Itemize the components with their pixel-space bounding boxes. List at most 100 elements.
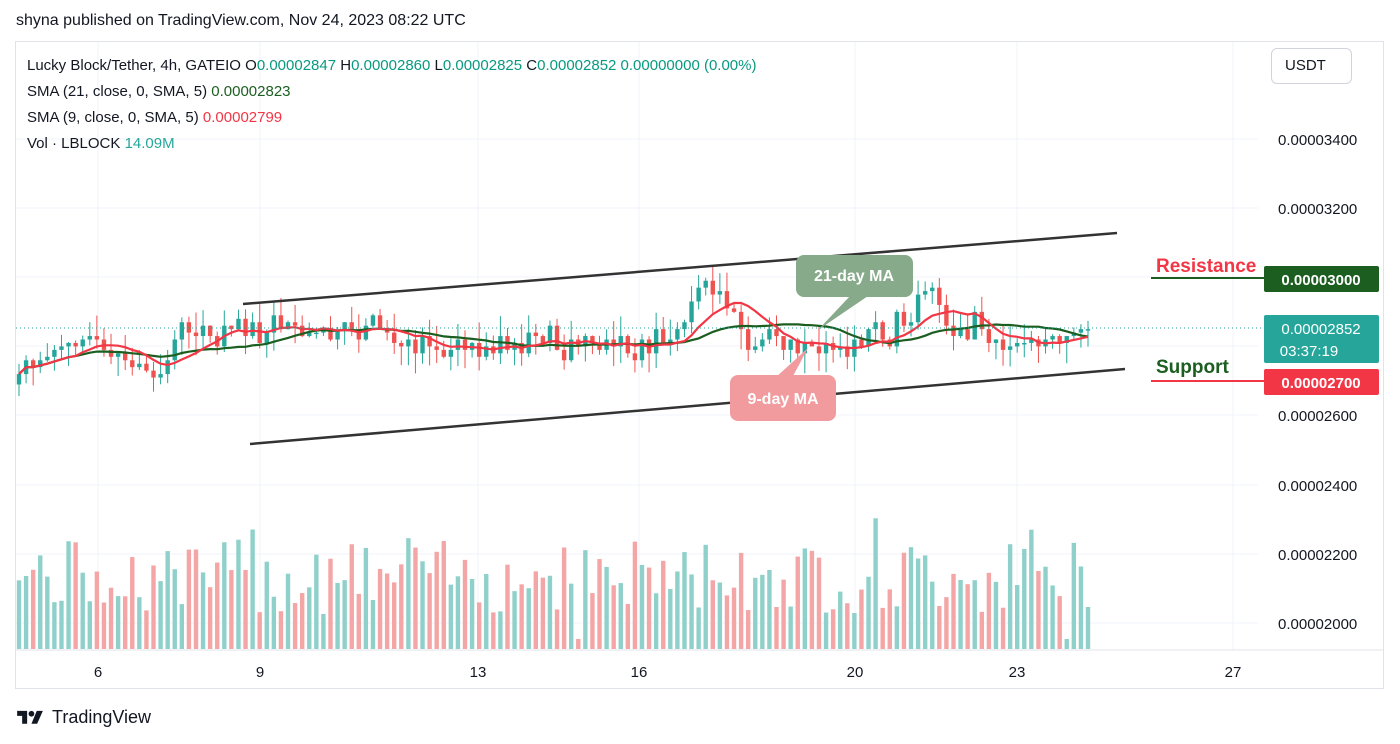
candle-body — [547, 325, 553, 343]
volume-bar — [597, 559, 602, 649]
currency-button[interactable]: USDT — [1271, 48, 1352, 84]
volume-bar — [979, 611, 985, 649]
volume-bar — [745, 610, 751, 649]
volume-bar — [944, 597, 949, 649]
volume-bar — [958, 579, 963, 649]
candle-body — [901, 311, 907, 326]
volume-bar — [406, 538, 411, 649]
candle-body — [675, 329, 680, 340]
candle-body — [597, 342, 602, 350]
candle-body — [420, 336, 425, 354]
volume-bar — [278, 611, 284, 649]
candle-body — [894, 311, 900, 347]
volume-bar — [80, 572, 85, 649]
volume-bar — [299, 593, 305, 649]
volume-bar — [689, 574, 694, 649]
candle-body — [172, 339, 177, 361]
candle-body — [45, 356, 50, 361]
volume-bar — [753, 577, 758, 649]
volume-bar — [229, 570, 234, 649]
candle-body — [561, 349, 567, 361]
candle-body — [427, 336, 432, 347]
candle-body — [335, 329, 340, 340]
volume-bar — [809, 550, 815, 649]
candle-body — [951, 325, 956, 337]
volume-bar — [1022, 548, 1027, 649]
candle-body — [965, 329, 970, 340]
volume-bar — [356, 593, 362, 649]
volume-bar — [703, 544, 708, 649]
volume-bar — [264, 561, 269, 649]
candle-body — [448, 349, 454, 357]
candle-body — [689, 301, 694, 323]
legend-sma21-line[interactable]: SMA (21, close, 0, SMA, 5) 0.00002823 — [27, 79, 756, 105]
volume-bar — [760, 574, 765, 649]
resistance-price-tag — [1264, 266, 1379, 292]
candle-body — [38, 360, 43, 368]
candle-body — [554, 325, 560, 350]
volume-bar — [915, 558, 921, 649]
chart-frame — [15, 41, 1384, 689]
candle-body — [349, 322, 354, 330]
callout-9-pointer — [775, 348, 808, 378]
candle-body — [108, 349, 114, 357]
volume-bar — [179, 604, 185, 649]
callout-21-text: 21-day MA — [814, 268, 894, 285]
candle-body — [243, 318, 248, 337]
volume-bar — [611, 585, 616, 649]
volume-bar — [894, 606, 900, 649]
volume-bar — [1000, 607, 1006, 649]
legend-symbol[interactable]: Lucky Block/Tether, 4h, GATEIO — [27, 57, 241, 74]
candle-body — [1064, 336, 1069, 343]
volume-bar — [377, 568, 383, 649]
resistance-price-text: 0.00003000 — [1281, 272, 1360, 289]
volume-bar — [618, 583, 623, 649]
legend-open-label: O — [245, 57, 257, 74]
volume-bar — [434, 551, 439, 649]
candle-body — [795, 339, 800, 354]
volume-bar — [455, 576, 461, 649]
volume-bar — [186, 549, 192, 649]
volume-bar — [1043, 566, 1048, 649]
candles — [16, 265, 1091, 397]
volume-bar — [859, 589, 864, 649]
candle-body — [370, 315, 376, 326]
y-tick-label: 0.00002200 — [1278, 547, 1357, 564]
legend-high-value: 0.00002860 — [351, 57, 431, 74]
candle-body — [264, 332, 269, 343]
x-tick-label: 6 — [94, 664, 102, 681]
volume-bar — [243, 569, 248, 649]
volume-bar — [986, 572, 992, 649]
volume-bar — [101, 602, 107, 649]
candle-body — [59, 346, 64, 350]
legend-volume-label: Vol · LBLOCK — [27, 135, 121, 152]
legend-sma21-label: SMA (21, close, 0, SMA, 5) — [27, 83, 208, 100]
candle-body — [236, 318, 241, 330]
legend-volume-line[interactable]: Vol · LBLOCK 14.09M — [27, 131, 756, 157]
volume-bar — [937, 605, 942, 649]
volume-bar — [1078, 566, 1084, 649]
volume-bar — [399, 564, 404, 649]
volume-bar — [52, 602, 57, 649]
legend-sma9-line[interactable]: SMA (9, close, 0, SMA, 5) 0.00002799 — [27, 105, 756, 131]
candle-body — [809, 342, 815, 347]
volume-bar — [94, 571, 100, 649]
countdown-text: 03:37:19 — [1280, 343, 1338, 360]
candle-body — [30, 360, 36, 368]
candle-body — [724, 291, 730, 309]
candle-body — [257, 322, 262, 343]
legend-volume-value: 14.09M — [124, 135, 175, 152]
candle-body — [696, 287, 701, 302]
candle-body — [73, 342, 78, 347]
volume-bar — [130, 557, 135, 649]
tradingview-logo-icon — [17, 710, 43, 724]
sma9-line — [18, 301, 1089, 375]
footer-branding[interactable]: TradingView — [16, 707, 151, 728]
volume-bar — [342, 580, 347, 649]
volume-bar — [484, 573, 489, 649]
candle-body — [384, 329, 390, 333]
volume-bar — [257, 612, 262, 649]
current-price-text: 0.00002852 — [1281, 321, 1360, 338]
volume-bar — [236, 539, 241, 649]
